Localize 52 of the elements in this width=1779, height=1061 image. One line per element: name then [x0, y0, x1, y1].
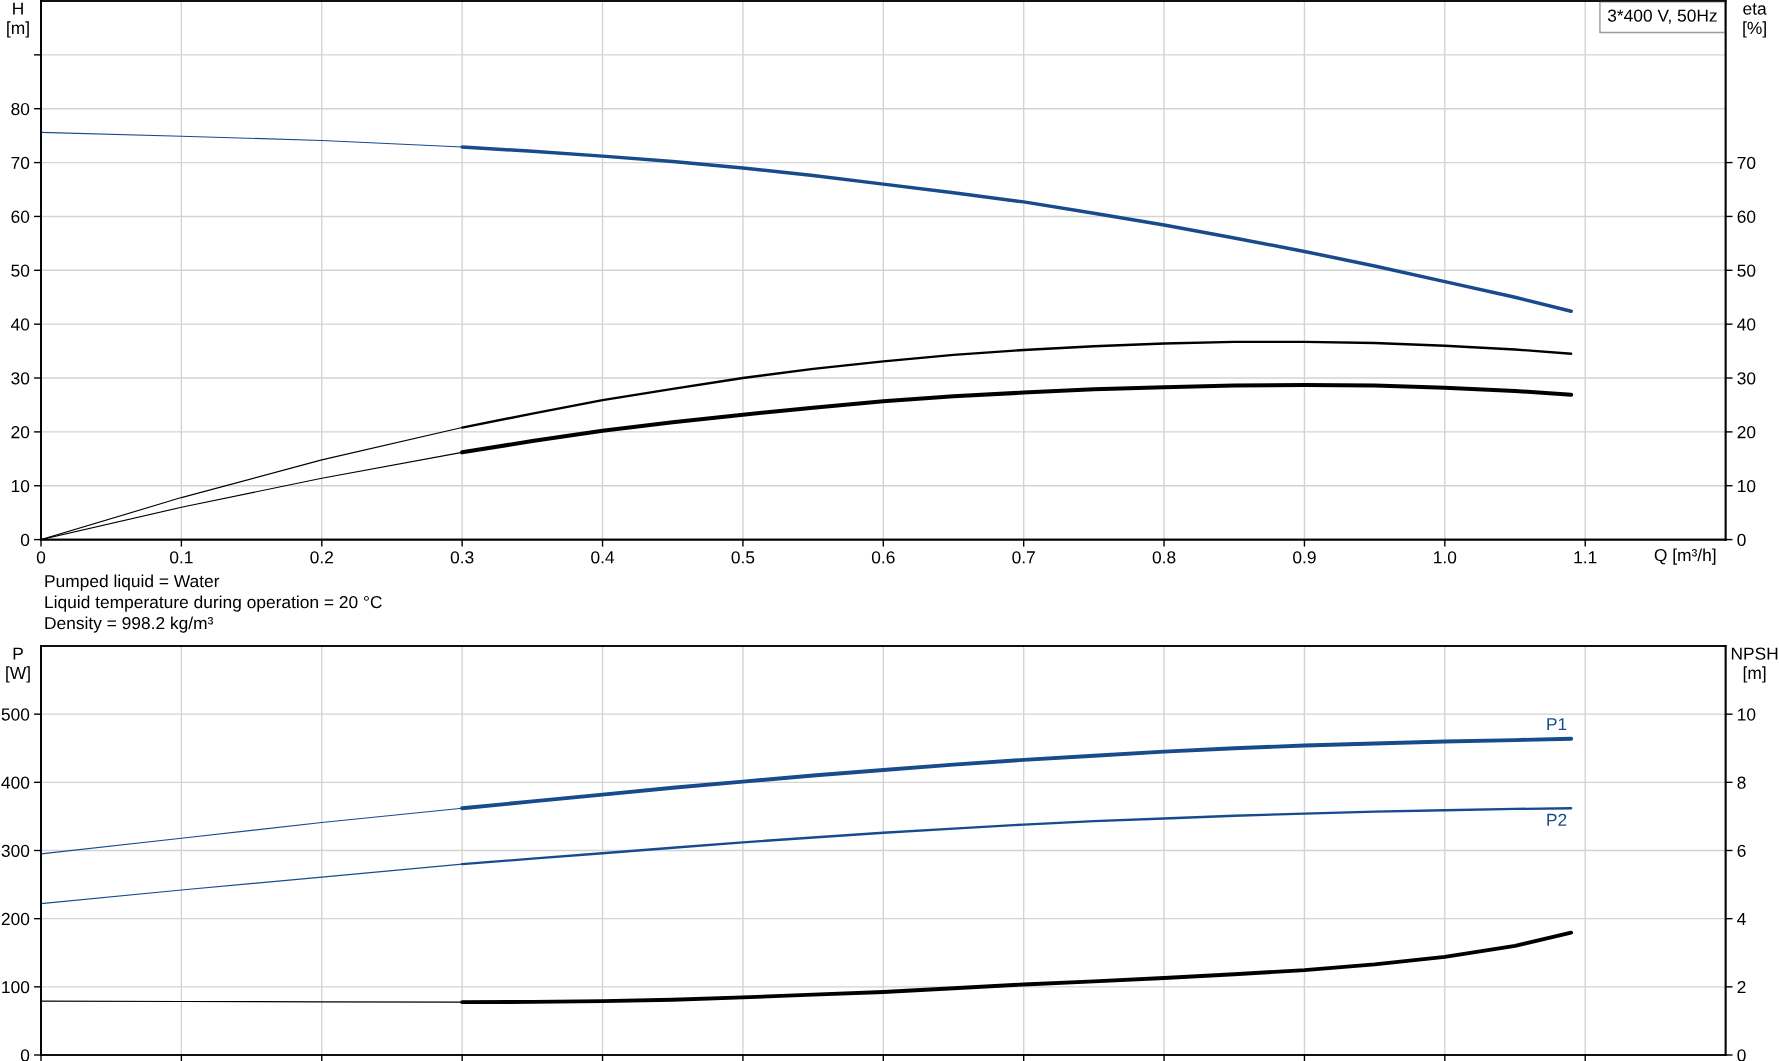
y-tick-label: 40: [10, 318, 30, 331]
series-label: P1: [1547, 718, 1567, 731]
y-tick-label: 50: [11, 264, 30, 277]
y2-tick-label: 0: [1737, 533, 1746, 547]
y-tick-label: 60: [11, 210, 30, 223]
y-tick-label: 300: [1, 844, 30, 857]
y2-tick-label: 4: [1737, 913, 1746, 925]
y-tick-label: 0: [20, 533, 30, 547]
y-axis-title: H [m]: [7, 2, 29, 38]
y-axis-title: P [W]: [6, 647, 30, 683]
x-tick-label: 1.1: [1574, 551, 1597, 564]
x-tick-label: 0.2: [310, 551, 333, 564]
text: Density = 998.2 kg/m³: [45, 616, 214, 633]
text: Liquid temperature during operation = 20 °C: [45, 595, 382, 612]
y2-tick-label: 30: [1737, 372, 1756, 385]
x-tick-label: 0.5: [731, 551, 755, 564]
y2-tick-label: 10: [1738, 708, 1756, 721]
x-tick-label: 1.0: [1434, 551, 1457, 564]
x-tick-label: 0: [36, 551, 46, 564]
y-tick-label: 10: [11, 479, 30, 493]
x-tick-label: 0.3: [450, 551, 474, 564]
x-tick-label: 0.8: [1152, 551, 1176, 564]
y2-tick-label: 8: [1737, 776, 1746, 789]
y2-axis-title: NPSH [m]: [1731, 647, 1778, 683]
x-tick-label: 0.6: [871, 551, 895, 564]
y-tick-label: 100: [2, 981, 30, 994]
y-tick-label: 0: [20, 1049, 30, 1061]
x-tick-label: 0.4: [591, 551, 615, 564]
y-tick-label: 500: [1, 708, 30, 721]
text: Pumped liquid = Water: [45, 574, 220, 591]
y2-tick-label: 10: [1738, 479, 1756, 493]
annotation: 3*400 V, 50Hz: [1607, 9, 1717, 24]
x-tick-label: 0.9: [1293, 551, 1316, 564]
y2-tick-label: 60: [1737, 210, 1756, 223]
y-tick-label: 70: [11, 156, 30, 170]
y-tick-label: 400: [1, 776, 30, 789]
x-tick-label: 0.1: [170, 551, 193, 564]
y2-tick-label: 2: [1737, 981, 1746, 994]
y2-tick-label: 70: [1737, 156, 1756, 170]
y-tick-label: 30: [11, 372, 30, 385]
y2-tick-label: 40: [1737, 318, 1756, 331]
y2-tick-label: 6: [1737, 844, 1746, 857]
y-tick-label: 80: [11, 102, 30, 116]
series-label: P2: [1547, 813, 1567, 826]
y2-tick-label: 50: [1737, 264, 1756, 277]
y2-tick-label: 20: [1737, 426, 1756, 439]
y2-axis-title: eta [%]: [1743, 3, 1767, 38]
y-tick-label: 200: [1, 912, 30, 926]
x-tick-label: 0.7: [1012, 551, 1035, 564]
y-tick-label: 20: [11, 426, 30, 439]
x-axis-title: Q [m³/h]: [1654, 548, 1716, 565]
y2-tick-label: 0: [1737, 1049, 1746, 1061]
